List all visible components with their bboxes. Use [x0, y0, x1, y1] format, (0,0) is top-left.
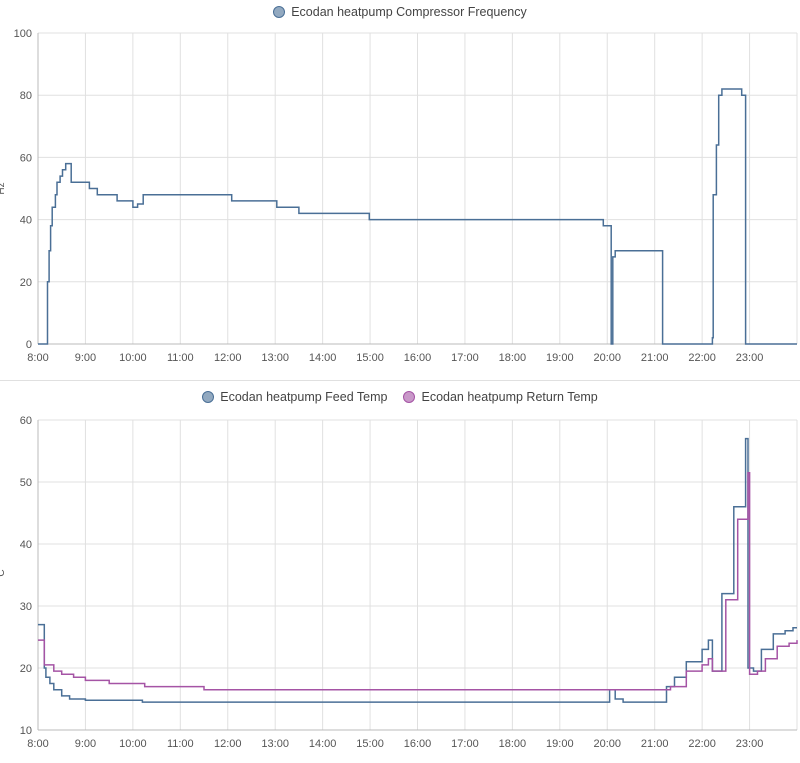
x-tick-label: 23:00 — [736, 352, 764, 364]
x-tick-label: 22:00 — [688, 738, 716, 750]
legend-label-return: Ecodan heatpump Return Temp — [421, 390, 598, 404]
x-tick-label: 12:00 — [214, 738, 242, 750]
compressor-frequency-chart: Ecodan heatpump Compressor Frequency 0 20… — [0, 0, 800, 380]
x-tick-label: 20:00 — [593, 352, 621, 364]
x-tick-label: 16:00 — [404, 738, 432, 750]
chart1-legend: Ecodan heatpump Compressor Frequency — [0, 0, 800, 24]
x-tick-label: 10:00 — [119, 738, 147, 750]
x-tick-label: 21:00 — [641, 738, 669, 750]
y-axis-label: °C — [0, 569, 7, 580]
feed-return-temp-chart: Ecodan heatpump Feed Temp Ecodan heatpum… — [0, 385, 800, 763]
y-tick-label: 50 — [20, 477, 32, 489]
x-tick-label: 9:00 — [75, 352, 96, 364]
legend-swatch-compressor — [273, 6, 286, 18]
chart-divider — [0, 380, 800, 381]
legend-label-compressor: Ecodan heatpump Compressor Frequency — [291, 5, 527, 19]
y-tick-label: 100 — [14, 28, 32, 40]
legend-swatch-feed — [202, 391, 215, 403]
legend-label-feed: Ecodan heatpump Feed Temp — [220, 390, 388, 404]
y-tick-label: 40 — [20, 539, 32, 551]
y-tick-label: 30 — [20, 601, 32, 613]
legend-swatch-return — [403, 391, 416, 403]
x-tick-label: 14:00 — [309, 352, 337, 364]
x-tick-label: 11:00 — [167, 352, 194, 364]
y-tick-label: 0 — [26, 339, 32, 351]
y-tick-label: 20 — [20, 663, 32, 675]
x-tick-label: 17:00 — [451, 352, 479, 364]
chart1-plot[interactable]: 0 20 40 60 80 100 8:00 9:00 10:00 11:00 12:00 13:00… — [0, 0, 800, 380]
x-tick-label: 13:00 — [261, 738, 289, 750]
y-tick-label: 60 — [20, 415, 32, 427]
x-tick-label: 12:00 — [214, 352, 242, 364]
x-tick-label: 9:00 — [75, 738, 96, 750]
x-tick-label: 19:00 — [546, 352, 574, 364]
chart2-plot[interactable]: 10 20 30 40 50 60 8:00 9:00 10:00 11:00 12:00 13:00… — [0, 385, 800, 763]
x-tick-label: 15:00 — [356, 738, 384, 750]
x-tick-label: 15:00 — [356, 352, 384, 364]
x-tick-label: 18:00 — [499, 352, 527, 364]
chart2-legend: Ecodan heatpump Feed Temp Ecodan heatpum… — [0, 385, 800, 409]
x-tick-label: 19:00 — [546, 738, 574, 750]
y-axis-label: Hz — [0, 182, 7, 194]
y-tick-label: 60 — [20, 152, 32, 164]
x-tick-label: 22:00 — [688, 352, 716, 364]
series-line-ecodan-heatpump-return-temp — [38, 471, 798, 691]
x-tick-label: 16:00 — [404, 352, 432, 364]
x-tick-label: 10:00 — [119, 352, 147, 364]
x-tick-label: 14:00 — [309, 738, 337, 750]
series-line-ecodan-heatpump-compressor-frequency — [38, 88, 797, 345]
x-tick-label: 17:00 — [451, 738, 479, 750]
x-tick-label: 11:00 — [167, 738, 194, 750]
x-tick-label: 8:00 — [27, 352, 48, 364]
y-tick-label: 80 — [20, 90, 32, 102]
x-tick-label: 20:00 — [593, 738, 621, 750]
x-tick-label: 13:00 — [261, 352, 289, 364]
legend-item-return-temp[interactable]: Ecodan heatpump Return Temp — [403, 390, 598, 404]
x-tick-label: 8:00 — [27, 738, 48, 750]
legend-item-feed-temp[interactable]: Ecodan heatpump Feed Temp — [202, 390, 387, 404]
y-tick-label: 20 — [20, 277, 32, 289]
x-tick-label: 23:00 — [736, 738, 764, 750]
y-tick-label: 10 — [20, 725, 32, 737]
x-tick-label: 18:00 — [499, 738, 527, 750]
x-tick-label: 21:00 — [641, 352, 669, 364]
legend-item-compressor-frequency[interactable]: Ecodan heatpump Compressor Frequency — [273, 5, 527, 19]
y-tick-label: 40 — [20, 215, 32, 227]
